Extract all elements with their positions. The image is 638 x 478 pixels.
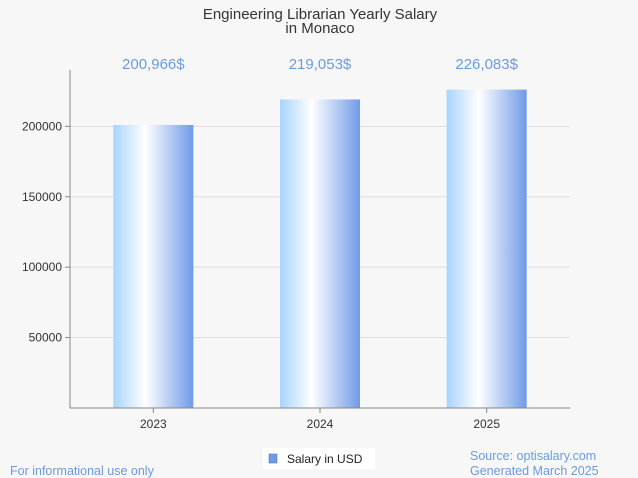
bar-value-label: 200,966$ (122, 56, 185, 73)
legend-box (263, 448, 375, 469)
source-text: Source: optisalary.com (470, 449, 596, 463)
bar-2023 (113, 124, 194, 408)
x-tick-label: 2025 (473, 417, 500, 431)
bar-2024 (280, 99, 360, 408)
y-tick-label: 150000 (22, 190, 62, 204)
y-axis-tick-labels: 50000 100000 150000 200000 (22, 119, 70, 345)
x-axis-tick-labels: 2023 2024 2025 (140, 408, 500, 431)
chart-title-line-1: Engineering Librarian Yearly Salary (203, 6, 438, 23)
legend-label: Salary in USD (287, 452, 363, 466)
disclaimer-text: For informational use only (10, 464, 155, 478)
chart-title-line-2: in Monaco (285, 20, 354, 37)
bars (113, 89, 527, 408)
x-tick-label: 2024 (307, 417, 334, 431)
bar-value-label: 219,053$ (289, 56, 352, 73)
x-tick-label: 2023 (140, 417, 167, 431)
bar-2025 (446, 89, 527, 408)
bar-value-labels: 200,966$ 219,053$ 226,083$ (122, 56, 519, 73)
y-tick-label: 200000 (22, 119, 62, 133)
generated-text: Generated March 2025 (470, 464, 599, 478)
y-tick-label: 50000 (29, 331, 63, 345)
y-tick-label: 100000 (22, 260, 62, 274)
bar-value-label: 226,083$ (455, 56, 518, 73)
legend-swatch (268, 453, 278, 464)
legend: Salary in USD (263, 448, 375, 469)
